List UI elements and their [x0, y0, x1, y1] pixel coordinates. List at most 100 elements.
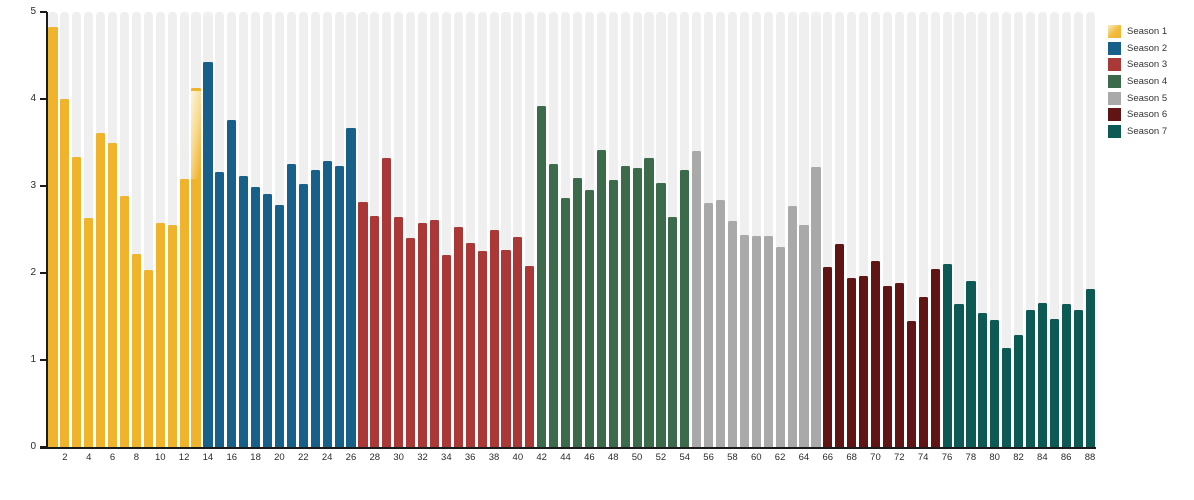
legend-label: Season 7: [1127, 126, 1168, 138]
episode-bar: [1061, 304, 1071, 447]
x-tick-label: 40: [512, 452, 524, 463]
episode-slot: [905, 12, 917, 447]
episode-slot: [965, 12, 977, 447]
episode-bar: [608, 179, 618, 447]
column-background: [871, 12, 881, 447]
episode-slot: [655, 12, 667, 447]
episode-bar: [739, 234, 749, 447]
episode-slot: [1025, 12, 1037, 447]
column-background: [966, 12, 976, 447]
episode-bar: [251, 186, 261, 447]
episode-bar: [525, 266, 535, 447]
x-tick-label: 18: [250, 452, 261, 463]
episode-slot: [464, 12, 476, 447]
episode-bar: [561, 198, 571, 447]
episode-bar: [48, 26, 58, 447]
episode-bar: [346, 127, 356, 447]
legend-label: Season 4: [1127, 76, 1168, 88]
episode-bar: [549, 164, 559, 447]
episode-bar: [668, 217, 678, 447]
episode-slot: [488, 12, 500, 447]
episode-bar: [477, 251, 487, 447]
episode-slot: [750, 12, 762, 447]
episode-bar: [72, 157, 82, 447]
legend-label: Season 6: [1127, 109, 1168, 121]
episode-slot: [762, 12, 774, 447]
episode-bar: [644, 158, 654, 447]
episode-slot: [250, 12, 262, 447]
column-background: [131, 12, 141, 447]
legend-swatch: [1108, 25, 1121, 38]
x-tick-label: 50: [631, 452, 643, 463]
episode-slot: [214, 12, 226, 447]
episode-slot: [440, 12, 452, 447]
episode-bar: [394, 217, 404, 447]
episode-bar: [847, 278, 857, 447]
x-tick-label: 58: [727, 452, 738, 463]
y-tick-label: 3: [30, 180, 36, 191]
column-background: [1025, 12, 1036, 447]
episode-bar: [274, 205, 285, 447]
episode-slot: [178, 12, 190, 447]
x-tick-label: 80: [989, 452, 1000, 463]
episode-slot: [1060, 12, 1072, 447]
x-tick-label: 44: [560, 452, 571, 463]
episode-bar: [1025, 309, 1036, 447]
y-tick-mark: [40, 359, 47, 361]
column-background: [942, 12, 952, 447]
episode-slot: [548, 12, 560, 447]
episode-slot: [142, 12, 154, 447]
episode-bar: [382, 158, 392, 447]
episode-slot: [893, 12, 905, 447]
episode-bar: [370, 215, 380, 447]
episode-bar: [823, 266, 833, 447]
x-tick-label: 62: [774, 452, 786, 463]
x-tick-label: 42: [536, 452, 547, 463]
episode-bar: [966, 280, 976, 447]
x-tick-label: 46: [584, 452, 595, 463]
episode-slot: [1037, 12, 1049, 447]
x-tick-label: 10: [154, 452, 166, 463]
x-tick-label: 34: [441, 452, 452, 463]
legend-label: Season 3: [1127, 59, 1168, 71]
legend-swatch: [1108, 41, 1121, 55]
x-tick-label: 12: [178, 452, 190, 463]
x-tick-label: 78: [965, 452, 977, 463]
episode-bar: [692, 151, 702, 447]
y-tick-label: 2: [30, 267, 36, 278]
x-tick-label: 72: [894, 452, 905, 463]
episode-bar: [179, 179, 189, 447]
episode-slot: [572, 12, 584, 447]
column-background: [525, 12, 535, 447]
episode-bar: [894, 282, 904, 447]
episode-slot: [941, 12, 953, 447]
legend-entry: Season 4: [1108, 75, 1168, 89]
column-background: [906, 12, 916, 447]
episode-bar: [417, 223, 428, 447]
column-background: [835, 12, 845, 447]
column-background: [477, 12, 487, 447]
y-tick-label: 0: [30, 441, 36, 452]
x-tick-label: 66: [822, 452, 834, 463]
episode-bar: [1085, 288, 1095, 447]
episode-slot: [703, 12, 715, 447]
episode-slot: [345, 12, 357, 447]
column-background: [739, 12, 749, 447]
episode-slot: [154, 12, 166, 447]
episode-slot: [1048, 12, 1060, 447]
episode-slot: [333, 12, 345, 447]
episode-bar: [835, 244, 845, 447]
episode-slot: [715, 12, 727, 447]
episode-slot: [47, 12, 59, 447]
episode-slot: [59, 12, 71, 447]
episode-slot: [405, 12, 417, 447]
episode-slot: [619, 12, 631, 447]
episode-bar: [978, 313, 988, 447]
column-background: [763, 12, 773, 447]
episode-bar: [167, 225, 177, 447]
episode-slot: [1072, 12, 1084, 447]
column-background: [990, 12, 1000, 447]
episode-bar: [716, 199, 726, 447]
x-tick-label: 2: [62, 452, 68, 463]
episode-slot: [297, 12, 309, 447]
